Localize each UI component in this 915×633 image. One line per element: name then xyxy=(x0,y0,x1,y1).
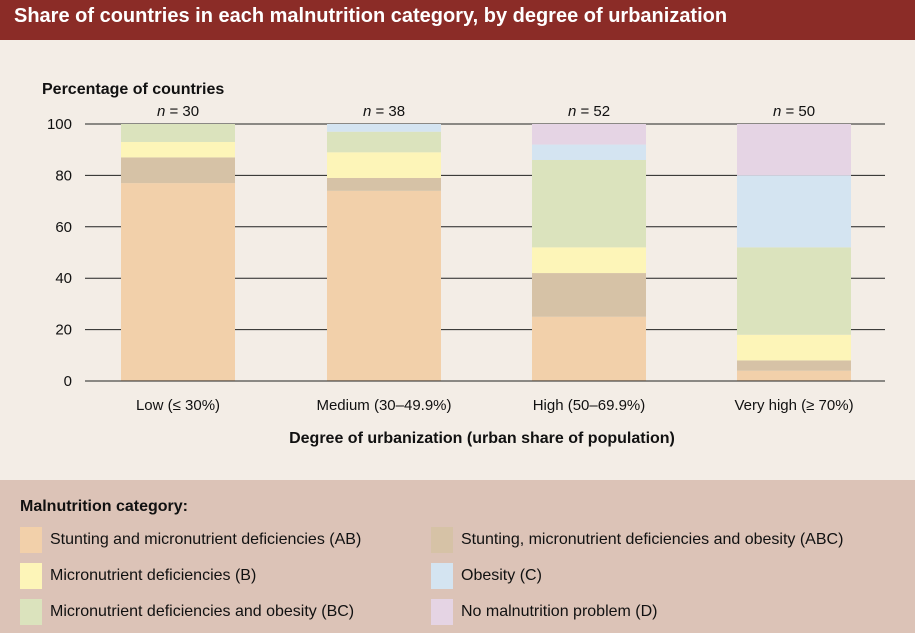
legend-item: No malnutrition problem (D) xyxy=(431,598,658,626)
chart-svg: Percentage of countries Degree of urbani… xyxy=(42,81,885,447)
legend-item: Obesity (C) xyxy=(431,562,542,590)
bar-segment xyxy=(737,124,851,176)
bar-segment xyxy=(737,370,851,381)
x-axis-title: Degree of urbanization (urban share of p… xyxy=(289,430,675,447)
bar-segment xyxy=(327,131,441,153)
x-tick-label: High (50–69.9%) xyxy=(533,397,646,414)
legend-label: Micronutrient deficiencies (B) xyxy=(50,567,257,584)
bar-segment xyxy=(737,175,851,248)
bar-segment xyxy=(532,159,646,248)
n-label: n = 38 xyxy=(363,103,405,120)
legend-title: Malnutrition category: xyxy=(20,498,189,515)
bar-segment xyxy=(532,247,646,274)
x-tick-label: Very high (≥ 70%) xyxy=(734,397,853,414)
bar-segment xyxy=(532,144,646,160)
bar-segment xyxy=(327,177,441,191)
legend-swatch xyxy=(431,599,453,625)
y-tick-label: 60 xyxy=(55,219,72,236)
x-tick-label: Low (≤ 30%) xyxy=(136,397,220,414)
bar-segment xyxy=(737,360,851,371)
legend-swatch xyxy=(20,599,42,625)
bar-segment xyxy=(121,141,235,158)
legend-label: Obesity (C) xyxy=(461,567,542,584)
legend-swatch xyxy=(20,563,42,589)
legend-label: No malnutrition problem (D) xyxy=(461,603,658,620)
bar-segment xyxy=(327,124,441,132)
n-label: n = 52 xyxy=(568,103,610,120)
n-label: n = 50 xyxy=(773,103,815,120)
bar-segment xyxy=(532,124,646,145)
legend-item: Micronutrient deficiencies (B) xyxy=(20,562,256,590)
legend-label: Stunting, micronutrient deficiencies and… xyxy=(461,531,844,548)
x-tick-label: Medium (30–49.9%) xyxy=(316,397,451,414)
legend-item: Stunting and micronutrient deficiencies … xyxy=(20,526,361,554)
y-tick-label: 0 xyxy=(64,373,72,390)
legend-panel: Malnutrition category: Stunting and micr… xyxy=(0,480,915,633)
bar-segment xyxy=(121,157,235,184)
legend-label: Micronutrient deficiencies and obesity (… xyxy=(50,603,355,620)
legend-swatch xyxy=(431,527,453,553)
legend-swatch xyxy=(431,563,453,589)
bar-segment xyxy=(327,152,441,178)
legend-swatch xyxy=(20,527,42,553)
bar-segment xyxy=(121,183,235,381)
bar-segment xyxy=(121,124,235,142)
legend-label: Stunting and micronutrient deficiencies … xyxy=(50,531,362,548)
n-label: n = 30 xyxy=(157,103,199,120)
legend-item: Micronutrient deficiencies and obesity (… xyxy=(20,598,354,626)
title-bar: Share of countries in each malnutrition … xyxy=(0,0,915,40)
y-axis-title: Percentage of countries xyxy=(42,81,224,98)
y-tick-label: 40 xyxy=(55,270,72,287)
bar-segment xyxy=(737,247,851,335)
bar-segment xyxy=(737,334,851,361)
y-tick-label: 80 xyxy=(55,167,72,184)
bar-segment xyxy=(532,273,646,317)
y-tick-label: 100 xyxy=(47,116,72,133)
bar-segment xyxy=(532,316,646,381)
y-tick-label: 20 xyxy=(55,322,72,339)
chart-title: Share of countries in each malnutrition … xyxy=(14,5,728,27)
legend-item: Stunting, micronutrient deficiencies and… xyxy=(431,526,843,554)
bar-segment xyxy=(327,190,441,381)
